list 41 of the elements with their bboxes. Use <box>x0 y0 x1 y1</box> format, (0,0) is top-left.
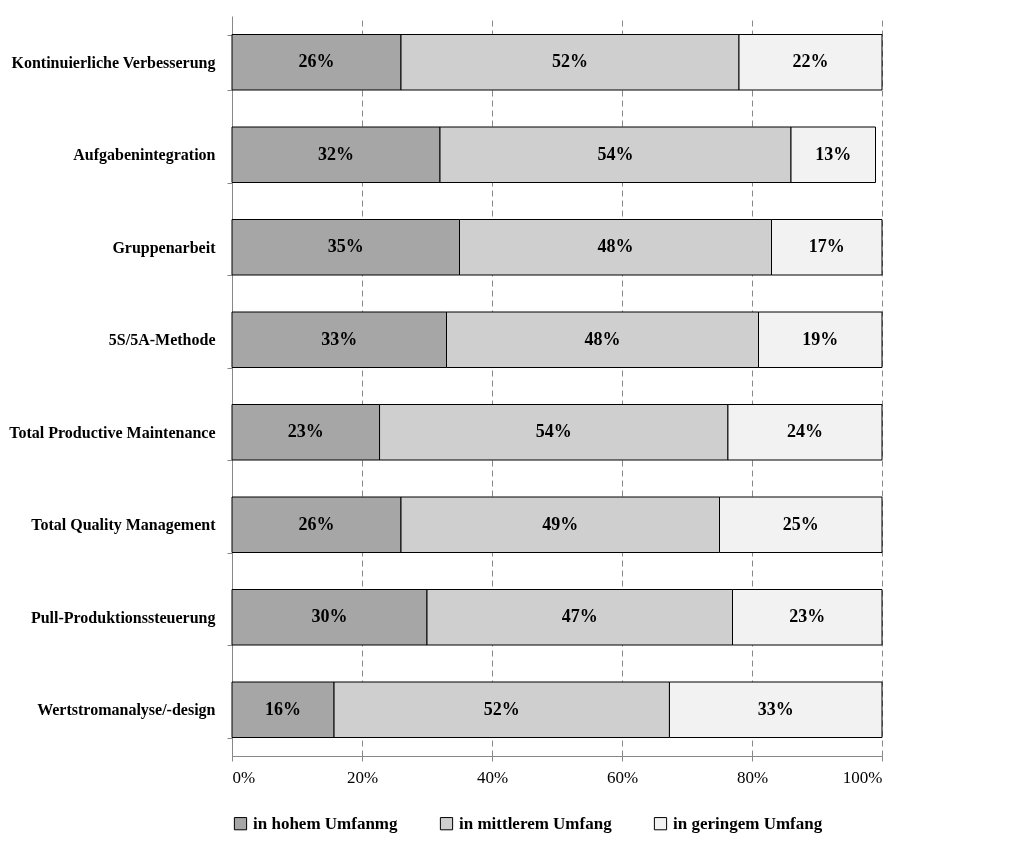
data-label: 32% <box>318 143 354 164</box>
data-label: 52% <box>483 698 520 719</box>
data-label: 47% <box>561 606 598 627</box>
data-label: 52% <box>552 51 588 72</box>
y-tick-label: Total Productive Maintenance <box>9 423 216 441</box>
data-label: 54% <box>597 143 634 164</box>
data-label: 16% <box>265 698 302 719</box>
y-tick-label: Pull-Produktionssteuerung <box>30 608 216 627</box>
data-label: 35% <box>327 236 364 257</box>
y-tick-label: Aufgabenintegration <box>73 146 216 165</box>
data-label: 25% <box>782 513 819 534</box>
data-label: 48% <box>584 328 621 349</box>
data-label: 17% <box>808 236 845 257</box>
data-label: 22% <box>792 51 829 72</box>
x-tick-label: 20% <box>346 767 379 787</box>
legend-label: in hohem Umfanmg <box>253 813 399 833</box>
data-label: 54% <box>535 421 572 442</box>
x-tick-label: 100% <box>842 767 883 787</box>
y-tick-label: 5S/5A-Methode <box>108 331 216 349</box>
legend-label: in geringem Umfang <box>673 813 823 833</box>
data-label: 23% <box>287 421 324 442</box>
x-tick-label: 60% <box>606 767 639 787</box>
y-tick-label: Gruppenarbeit <box>112 238 217 257</box>
x-tick-label: 80% <box>736 767 769 787</box>
y-tick-label: Total Quality Management <box>31 516 217 535</box>
data-label: 33% <box>321 328 358 349</box>
x-tick-label: 40% <box>476 767 509 787</box>
data-label: 23% <box>789 606 826 627</box>
data-label: 26% <box>298 513 335 534</box>
data-label: 30% <box>311 606 348 627</box>
data-label: 49% <box>542 513 579 534</box>
x-tick-label: 0% <box>232 767 256 787</box>
y-tick-label: Wertstromanalyse/-design <box>37 701 216 720</box>
legend-label: in mittlerem Umfang <box>459 813 613 833</box>
data-label: 19% <box>802 328 839 349</box>
y-tick-label: Kontinuierliche Verbesserung <box>11 53 216 72</box>
data-label: 33% <box>757 698 794 719</box>
data-label: 48% <box>597 236 634 257</box>
data-label: 26% <box>298 51 335 72</box>
data-label: 24% <box>786 421 823 442</box>
data-label: 13% <box>815 143 852 164</box>
